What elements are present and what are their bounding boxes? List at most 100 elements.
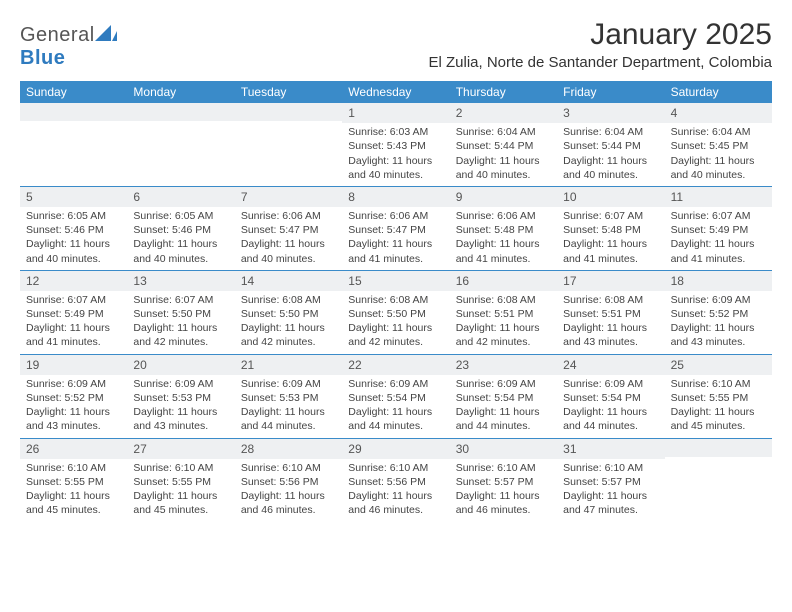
day-number: 17 [557, 271, 664, 291]
daylight-text: Daylight: 11 hours and 44 minutes. [563, 405, 658, 433]
sunset-text: Sunset: 5:47 PM [241, 223, 336, 237]
sunset-text: Sunset: 5:57 PM [456, 475, 551, 489]
day-cell: 20Sunrise: 6:09 AMSunset: 5:53 PMDayligh… [127, 355, 234, 438]
weekday-header: Monday [127, 81, 234, 103]
month-title: January 2025 [428, 18, 772, 52]
sunrise-text: Sunrise: 6:03 AM [348, 125, 443, 139]
day-number [20, 103, 127, 121]
sunrise-text: Sunrise: 6:08 AM [348, 293, 443, 307]
sunrise-text: Sunrise: 6:04 AM [671, 125, 766, 139]
sunset-text: Sunset: 5:55 PM [26, 475, 121, 489]
sunset-text: Sunset: 5:51 PM [456, 307, 551, 321]
day-body: Sunrise: 6:10 AMSunset: 5:55 PMDaylight:… [665, 375, 772, 438]
daylight-text: Daylight: 11 hours and 41 minutes. [26, 321, 121, 349]
day-body: Sunrise: 6:10 AMSunset: 5:57 PMDaylight:… [450, 459, 557, 522]
day-cell: 15Sunrise: 6:08 AMSunset: 5:50 PMDayligh… [342, 271, 449, 354]
sunset-text: Sunset: 5:56 PM [241, 475, 336, 489]
sunset-text: Sunset: 5:46 PM [26, 223, 121, 237]
title-block: January 2025 El Zulia, Norte de Santande… [428, 18, 772, 71]
sunrise-text: Sunrise: 6:09 AM [563, 377, 658, 391]
sunset-text: Sunset: 5:49 PM [671, 223, 766, 237]
day-number: 5 [20, 187, 127, 207]
sunset-text: Sunset: 5:46 PM [133, 223, 228, 237]
sunset-text: Sunset: 5:57 PM [563, 475, 658, 489]
day-cell: 23Sunrise: 6:09 AMSunset: 5:54 PMDayligh… [450, 355, 557, 438]
daylight-text: Daylight: 11 hours and 40 minutes. [133, 237, 228, 265]
weekday-header: Thursday [450, 81, 557, 103]
daylight-text: Daylight: 11 hours and 45 minutes. [26, 489, 121, 517]
day-body: Sunrise: 6:08 AMSunset: 5:50 PMDaylight:… [235, 291, 342, 354]
sunrise-text: Sunrise: 6:07 AM [133, 293, 228, 307]
day-body: Sunrise: 6:06 AMSunset: 5:47 PMDaylight:… [235, 207, 342, 270]
day-number: 24 [557, 355, 664, 375]
day-body: Sunrise: 6:09 AMSunset: 5:54 PMDaylight:… [342, 375, 449, 438]
daylight-text: Daylight: 11 hours and 43 minutes. [671, 321, 766, 349]
day-number: 1 [342, 103, 449, 123]
day-cell [20, 103, 127, 186]
daylight-text: Daylight: 11 hours and 44 minutes. [348, 405, 443, 433]
day-body: Sunrise: 6:07 AMSunset: 5:49 PMDaylight:… [665, 207, 772, 270]
daylight-text: Daylight: 11 hours and 40 minutes. [671, 154, 766, 182]
sunset-text: Sunset: 5:44 PM [456, 139, 551, 153]
daylight-text: Daylight: 11 hours and 45 minutes. [671, 405, 766, 433]
day-cell: 16Sunrise: 6:08 AMSunset: 5:51 PMDayligh… [450, 271, 557, 354]
day-cell [127, 103, 234, 186]
daylight-text: Daylight: 11 hours and 46 minutes. [348, 489, 443, 517]
day-cell: 5Sunrise: 6:05 AMSunset: 5:46 PMDaylight… [20, 187, 127, 270]
sunrise-text: Sunrise: 6:06 AM [456, 209, 551, 223]
daylight-text: Daylight: 11 hours and 43 minutes. [26, 405, 121, 433]
day-cell: 21Sunrise: 6:09 AMSunset: 5:53 PMDayligh… [235, 355, 342, 438]
sunset-text: Sunset: 5:54 PM [456, 391, 551, 405]
day-cell: 18Sunrise: 6:09 AMSunset: 5:52 PMDayligh… [665, 271, 772, 354]
weekday-header: Tuesday [235, 81, 342, 103]
sunrise-text: Sunrise: 6:08 AM [456, 293, 551, 307]
page-header: General Blue January 2025 El Zulia, Nort… [20, 18, 772, 71]
day-number: 30 [450, 439, 557, 459]
day-cell: 12Sunrise: 6:07 AMSunset: 5:49 PMDayligh… [20, 271, 127, 354]
day-body: Sunrise: 6:07 AMSunset: 5:50 PMDaylight:… [127, 291, 234, 354]
sunrise-text: Sunrise: 6:07 AM [563, 209, 658, 223]
day-number: 13 [127, 271, 234, 291]
sunrise-text: Sunrise: 6:04 AM [456, 125, 551, 139]
daylight-text: Daylight: 11 hours and 46 minutes. [241, 489, 336, 517]
daylight-text: Daylight: 11 hours and 41 minutes. [348, 237, 443, 265]
day-body: Sunrise: 6:10 AMSunset: 5:55 PMDaylight:… [127, 459, 234, 522]
daylight-text: Daylight: 11 hours and 40 minutes. [26, 237, 121, 265]
day-cell: 27Sunrise: 6:10 AMSunset: 5:55 PMDayligh… [127, 439, 234, 522]
daylight-text: Daylight: 11 hours and 44 minutes. [456, 405, 551, 433]
day-cell: 10Sunrise: 6:07 AMSunset: 5:48 PMDayligh… [557, 187, 664, 270]
sunset-text: Sunset: 5:56 PM [348, 475, 443, 489]
brand-part1: General [20, 24, 95, 46]
sunset-text: Sunset: 5:43 PM [348, 139, 443, 153]
weekday-header: Friday [557, 81, 664, 103]
day-cell: 9Sunrise: 6:06 AMSunset: 5:48 PMDaylight… [450, 187, 557, 270]
day-cell: 28Sunrise: 6:10 AMSunset: 5:56 PMDayligh… [235, 439, 342, 522]
day-number: 6 [127, 187, 234, 207]
day-body: Sunrise: 6:05 AMSunset: 5:46 PMDaylight:… [20, 207, 127, 270]
sunset-text: Sunset: 5:48 PM [563, 223, 658, 237]
day-number: 15 [342, 271, 449, 291]
weekday-header-row: SundayMondayTuesdayWednesdayThursdayFrid… [20, 81, 772, 103]
sunset-text: Sunset: 5:48 PM [456, 223, 551, 237]
daylight-text: Daylight: 11 hours and 42 minutes. [456, 321, 551, 349]
location-subtitle: El Zulia, Norte de Santander Department,… [428, 54, 772, 71]
sunrise-text: Sunrise: 6:06 AM [241, 209, 336, 223]
weekday-header: Saturday [665, 81, 772, 103]
day-number: 26 [20, 439, 127, 459]
sunset-text: Sunset: 5:53 PM [133, 391, 228, 405]
daylight-text: Daylight: 11 hours and 42 minutes. [241, 321, 336, 349]
day-cell: 13Sunrise: 6:07 AMSunset: 5:50 PMDayligh… [127, 271, 234, 354]
day-body: Sunrise: 6:04 AMSunset: 5:44 PMDaylight:… [557, 123, 664, 186]
day-cell: 2Sunrise: 6:04 AMSunset: 5:44 PMDaylight… [450, 103, 557, 186]
day-cell: 7Sunrise: 6:06 AMSunset: 5:47 PMDaylight… [235, 187, 342, 270]
day-body: Sunrise: 6:10 AMSunset: 5:57 PMDaylight:… [557, 459, 664, 522]
brand-logo: General Blue [20, 18, 117, 70]
day-number: 19 [20, 355, 127, 375]
calendar: SundayMondayTuesdayWednesdayThursdayFrid… [20, 81, 772, 521]
sunset-text: Sunset: 5:44 PM [563, 139, 658, 153]
sunrise-text: Sunrise: 6:08 AM [563, 293, 658, 307]
week-row: 12Sunrise: 6:07 AMSunset: 5:49 PMDayligh… [20, 270, 772, 354]
day-number: 7 [235, 187, 342, 207]
day-cell: 19Sunrise: 6:09 AMSunset: 5:52 PMDayligh… [20, 355, 127, 438]
day-cell: 24Sunrise: 6:09 AMSunset: 5:54 PMDayligh… [557, 355, 664, 438]
